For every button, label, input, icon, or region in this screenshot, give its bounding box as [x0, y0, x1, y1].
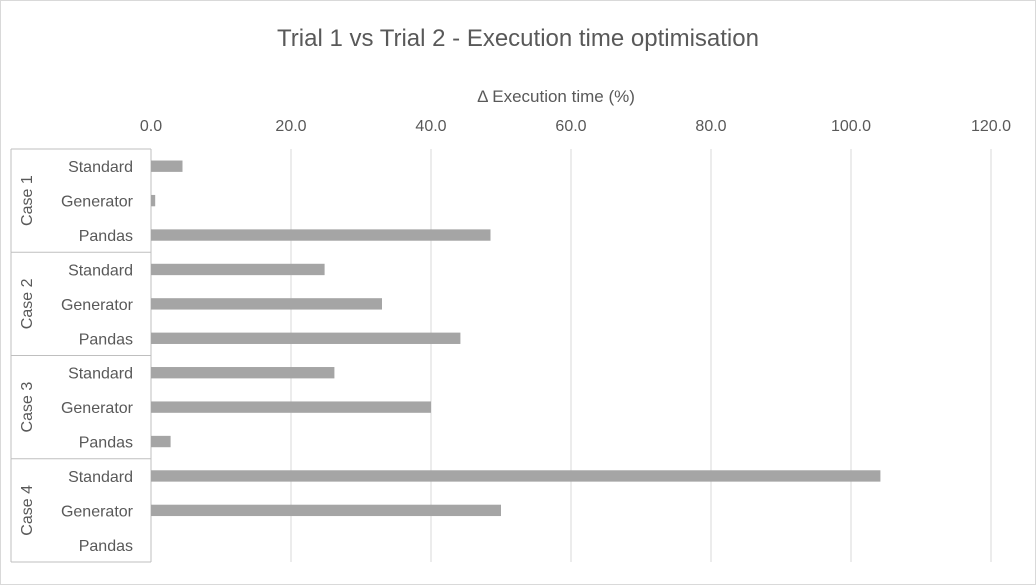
category-label: Generator	[61, 400, 134, 417]
bar	[151, 435, 171, 448]
gridlines	[290, 149, 992, 562]
category-label: Standard	[68, 159, 133, 176]
category-label: Generator	[61, 194, 134, 211]
category-label: Standard	[68, 366, 133, 383]
bar	[151, 194, 156, 207]
category-label: Pandas	[79, 331, 133, 348]
bar	[151, 332, 461, 344]
category-label: Standard	[68, 469, 133, 486]
category-label: Pandas	[79, 228, 133, 245]
group-label: Case 1	[19, 175, 36, 226]
bar	[151, 470, 881, 482]
bar	[151, 504, 501, 517]
category-label: Generator	[61, 297, 134, 314]
group-label: Case 4	[19, 485, 36, 536]
group-label: Case 2	[19, 278, 36, 329]
x-tick-label: 40.0	[415, 118, 446, 135]
bar	[151, 367, 335, 379]
bar-series	[151, 160, 881, 517]
category-label: Pandas	[79, 435, 133, 452]
x-tick-label: 60.0	[555, 118, 586, 135]
bar	[151, 298, 382, 310]
bar	[151, 160, 183, 172]
x-tick-label: 20.0	[275, 118, 306, 135]
category-axis: Case 1 Standard Generator Pandas Case 2 Stand…	[10, 148, 152, 563]
category-label: Pandas	[79, 538, 133, 555]
x-tick-label: 100.0	[831, 118, 871, 135]
bar	[151, 401, 431, 413]
category-label: Generator	[61, 503, 134, 520]
category-label: Standard	[68, 262, 133, 279]
bar	[151, 229, 491, 241]
bar	[151, 263, 325, 276]
x-tick-label: 120.0	[971, 118, 1011, 135]
chart-title: Trial 1 vs Trial 2 - Execution time opti…	[277, 25, 759, 52]
x-axis-ticks: 0.0 20.0 40.0 60.0 80.0 100.0 120.0	[140, 118, 1011, 135]
x-tick-label: 0.0	[140, 118, 162, 135]
x-axis-title: Δ Execution time (%)	[477, 87, 635, 106]
group-label: Case 3	[19, 382, 36, 433]
x-tick-label: 80.0	[695, 118, 726, 135]
